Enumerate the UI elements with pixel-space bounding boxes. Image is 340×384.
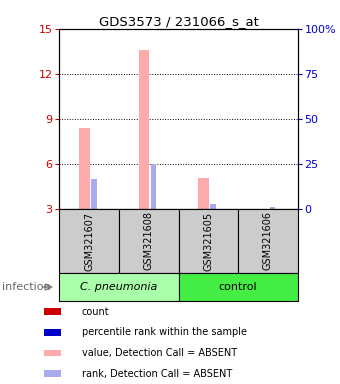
Text: percentile rank within the sample: percentile rank within the sample: [82, 328, 246, 338]
Text: rank, Detection Call = ABSENT: rank, Detection Call = ABSENT: [82, 369, 232, 379]
Text: control: control: [219, 282, 257, 292]
Bar: [119, 209, 178, 273]
Bar: [210, 204, 216, 209]
Bar: [59, 209, 119, 273]
Bar: [151, 164, 156, 209]
Text: GSM321608: GSM321608: [144, 212, 154, 270]
Bar: [139, 50, 149, 209]
Bar: [178, 273, 298, 301]
Bar: [44, 350, 61, 356]
Text: GSM321605: GSM321605: [203, 212, 213, 270]
Text: GSM321606: GSM321606: [263, 212, 273, 270]
Bar: [178, 209, 238, 273]
Bar: [198, 178, 209, 209]
Bar: [44, 308, 61, 315]
Text: value, Detection Call = ABSENT: value, Detection Call = ABSENT: [82, 348, 237, 358]
Bar: [44, 329, 61, 336]
Title: GDS3573 / 231066_s_at: GDS3573 / 231066_s_at: [99, 15, 258, 28]
Text: GSM321607: GSM321607: [84, 212, 94, 270]
Bar: [238, 209, 298, 273]
Bar: [270, 207, 275, 209]
Bar: [79, 128, 90, 209]
Bar: [44, 370, 61, 377]
Text: infection: infection: [2, 282, 50, 292]
Text: count: count: [82, 307, 109, 317]
Bar: [59, 273, 178, 301]
Bar: [91, 179, 97, 209]
Text: C. pneumonia: C. pneumonia: [80, 282, 158, 292]
